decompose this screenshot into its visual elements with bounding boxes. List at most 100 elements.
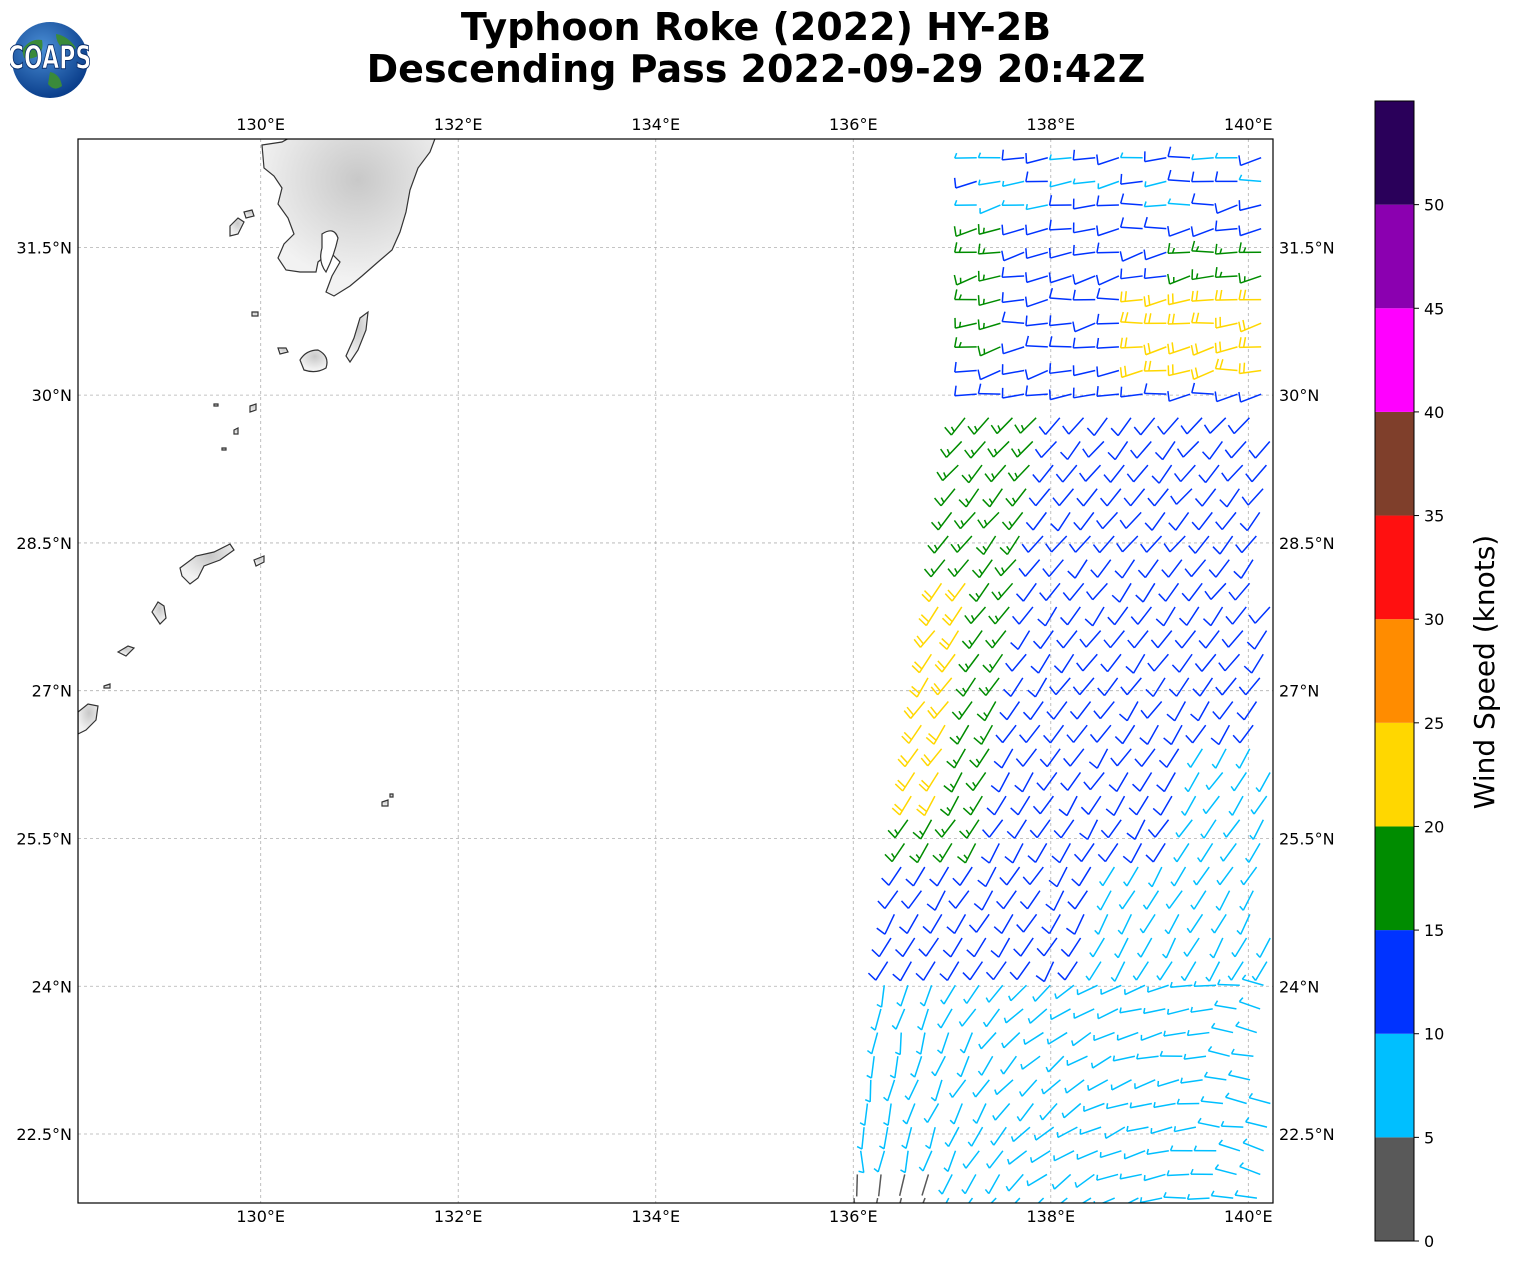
wind-barb-flag xyxy=(1024,296,1028,307)
wind-barb xyxy=(1043,937,1058,957)
wind-barb-flag xyxy=(1001,149,1004,160)
wind-barb xyxy=(1067,772,1082,791)
wind-barb-flag xyxy=(1210,737,1220,746)
lon-tick-label: 136°E xyxy=(829,115,878,134)
wind-barb-flag xyxy=(891,807,901,816)
wind-barb-flag xyxy=(1233,570,1242,579)
wind-barb-flag xyxy=(1243,362,1246,373)
wind-barb-flag xyxy=(1114,570,1123,579)
wind-barb-flag xyxy=(1162,953,1167,959)
wind-barb-flag xyxy=(1171,247,1176,254)
wind-barb xyxy=(1088,1079,1109,1092)
wind-barb xyxy=(1013,819,1027,839)
wind-barb xyxy=(1117,417,1132,437)
wind-barb xyxy=(918,653,932,674)
wind-barb-flag xyxy=(1167,146,1172,157)
wind-barb-flag xyxy=(983,519,988,526)
wind-barb xyxy=(1254,961,1268,981)
wind-barb-flag xyxy=(1104,1132,1107,1139)
wind-barb-flag xyxy=(1096,288,1101,299)
wind-barb xyxy=(1126,1126,1149,1132)
wind-barb xyxy=(1153,1102,1176,1109)
wind-barb-flag xyxy=(1210,928,1216,934)
wind-barb-flag xyxy=(1142,904,1148,910)
wind-barb xyxy=(1174,701,1187,722)
wind-barb-flag xyxy=(972,781,977,788)
wind-barb xyxy=(1145,298,1167,308)
wind-barb-flag xyxy=(1037,618,1046,627)
wind-barb xyxy=(895,1008,906,1030)
wind-barb xyxy=(939,843,953,863)
island-h xyxy=(221,447,227,451)
wind-barb-flag xyxy=(990,949,1000,958)
wind-barb xyxy=(1049,369,1072,375)
wind-barb-flag xyxy=(1103,639,1112,649)
wind-barb xyxy=(1186,937,1200,957)
wind-barb-flag xyxy=(963,998,968,1004)
wind-barb xyxy=(1168,202,1191,206)
wind-barb xyxy=(1146,724,1159,745)
wind-barb xyxy=(1024,559,1041,577)
wind-barb xyxy=(1134,819,1146,840)
wind-barb-flag xyxy=(1038,426,1047,436)
wind-barb-flag xyxy=(1127,639,1135,649)
wind-barb-flag xyxy=(962,807,972,816)
wind-barb xyxy=(978,275,1001,282)
wind-barb xyxy=(941,1174,953,1195)
wind-barb xyxy=(1211,1194,1234,1199)
wind-barb xyxy=(1199,677,1214,697)
wind-barb xyxy=(983,535,997,555)
wind-barb-flag xyxy=(913,638,922,648)
wind-barb xyxy=(1133,630,1149,649)
wind-barb-flag xyxy=(948,900,957,909)
wind-barb-flag xyxy=(935,1213,938,1217)
wind-barb-flag xyxy=(1205,784,1210,790)
wind-barb xyxy=(937,677,953,696)
wind-barb-flag xyxy=(1010,448,1018,458)
tanegashima xyxy=(345,310,369,364)
wind-barb-flag xyxy=(983,712,988,718)
wind-barb xyxy=(1096,322,1119,325)
wind-barb xyxy=(1240,275,1262,284)
wind-barb-flag xyxy=(1086,427,1095,437)
wind-barb-flag xyxy=(940,448,948,458)
wind-barb-flag xyxy=(1048,879,1058,888)
lon-tick-label: 140°E xyxy=(1224,1207,1273,1226)
title-line-2: Descending Pass 2022-09-29 20:42Z xyxy=(366,47,1146,91)
wind-barb-flag xyxy=(1024,369,1029,380)
wind-barb-flag xyxy=(1048,154,1052,160)
wind-barb-flag xyxy=(1007,472,1015,482)
wind-barb xyxy=(1053,701,1068,720)
wind-barb-flag xyxy=(1202,618,1212,627)
wind-barb-flag xyxy=(1079,638,1087,648)
wind-barb-flag xyxy=(1255,952,1261,958)
wind-barb xyxy=(1026,251,1049,260)
wind-barb-flag xyxy=(977,383,982,394)
wind-barb-flag xyxy=(982,227,985,234)
wind-barb-flag xyxy=(963,854,969,860)
wind-barb xyxy=(1189,913,1204,934)
lat-tick-label: 31.5°N xyxy=(16,238,72,257)
wind-barb-flag xyxy=(1140,709,1148,719)
wind-barb-flag xyxy=(1183,951,1188,957)
wind-barb xyxy=(1226,488,1240,508)
wind-barb-flag xyxy=(931,1071,936,1077)
wind-barb xyxy=(1067,1055,1088,1067)
wind-barb-flag xyxy=(930,1096,936,1102)
wind-barb xyxy=(1120,393,1143,398)
wind-barb-flag xyxy=(937,1049,943,1054)
wind-barb xyxy=(1145,890,1160,910)
wind-barb-flag xyxy=(1167,169,1172,181)
wind-barb-flag xyxy=(1236,929,1242,935)
colorbar-tick-label: 15 xyxy=(1424,921,1444,940)
wind-barb-flag xyxy=(1130,449,1138,459)
wind-barb xyxy=(1076,701,1092,720)
wind-barb xyxy=(990,464,1007,483)
wind-barb xyxy=(1133,464,1149,483)
wind-barb xyxy=(965,488,980,508)
wind-barb-flag xyxy=(1119,217,1125,228)
wind-barb xyxy=(1096,204,1119,207)
wind-barb-flag xyxy=(877,900,886,910)
wind-barb-flag xyxy=(1197,857,1202,863)
wind-barb xyxy=(887,1103,892,1126)
